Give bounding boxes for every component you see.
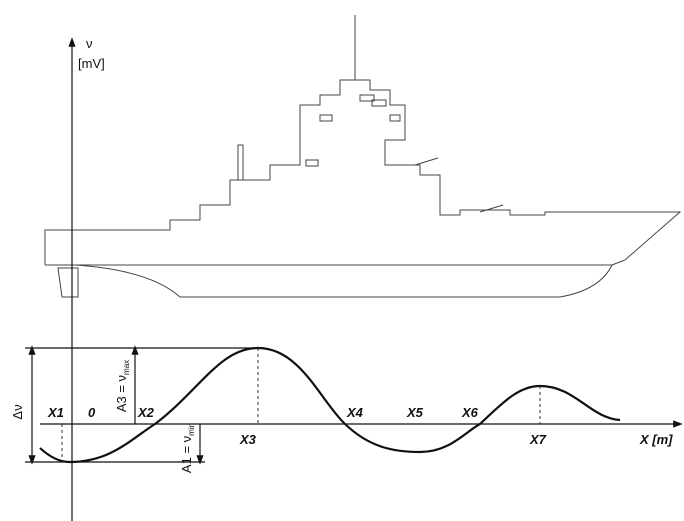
point-label: X1	[47, 405, 64, 420]
y-symbol: ν	[86, 36, 93, 51]
point-label: X6	[461, 405, 479, 420]
point-label: X2	[137, 405, 155, 420]
point-label: X5	[406, 405, 424, 420]
point-label: X7	[529, 432, 547, 447]
a3-text: A3 = ν	[114, 375, 129, 412]
x-label: X [m]	[639, 432, 673, 447]
point-label: X4	[346, 405, 364, 420]
point-label: 0	[88, 405, 96, 420]
a1-sub: min	[187, 423, 196, 436]
a1-label: A1 = νmin	[179, 423, 196, 473]
point-label: X3	[239, 432, 257, 447]
diagram: ν [mV] X [m] Δν A3 = νmax A1 = νmin X1 0 X…	[0, 0, 684, 521]
a3-sub: max	[122, 360, 131, 375]
a1-text: A1 = ν	[179, 436, 194, 473]
ship-outline	[45, 15, 680, 297]
delta-label: Δν	[10, 404, 25, 419]
a3-label: A3 = νmax	[114, 360, 131, 412]
y-unit: [mV]	[78, 56, 105, 71]
